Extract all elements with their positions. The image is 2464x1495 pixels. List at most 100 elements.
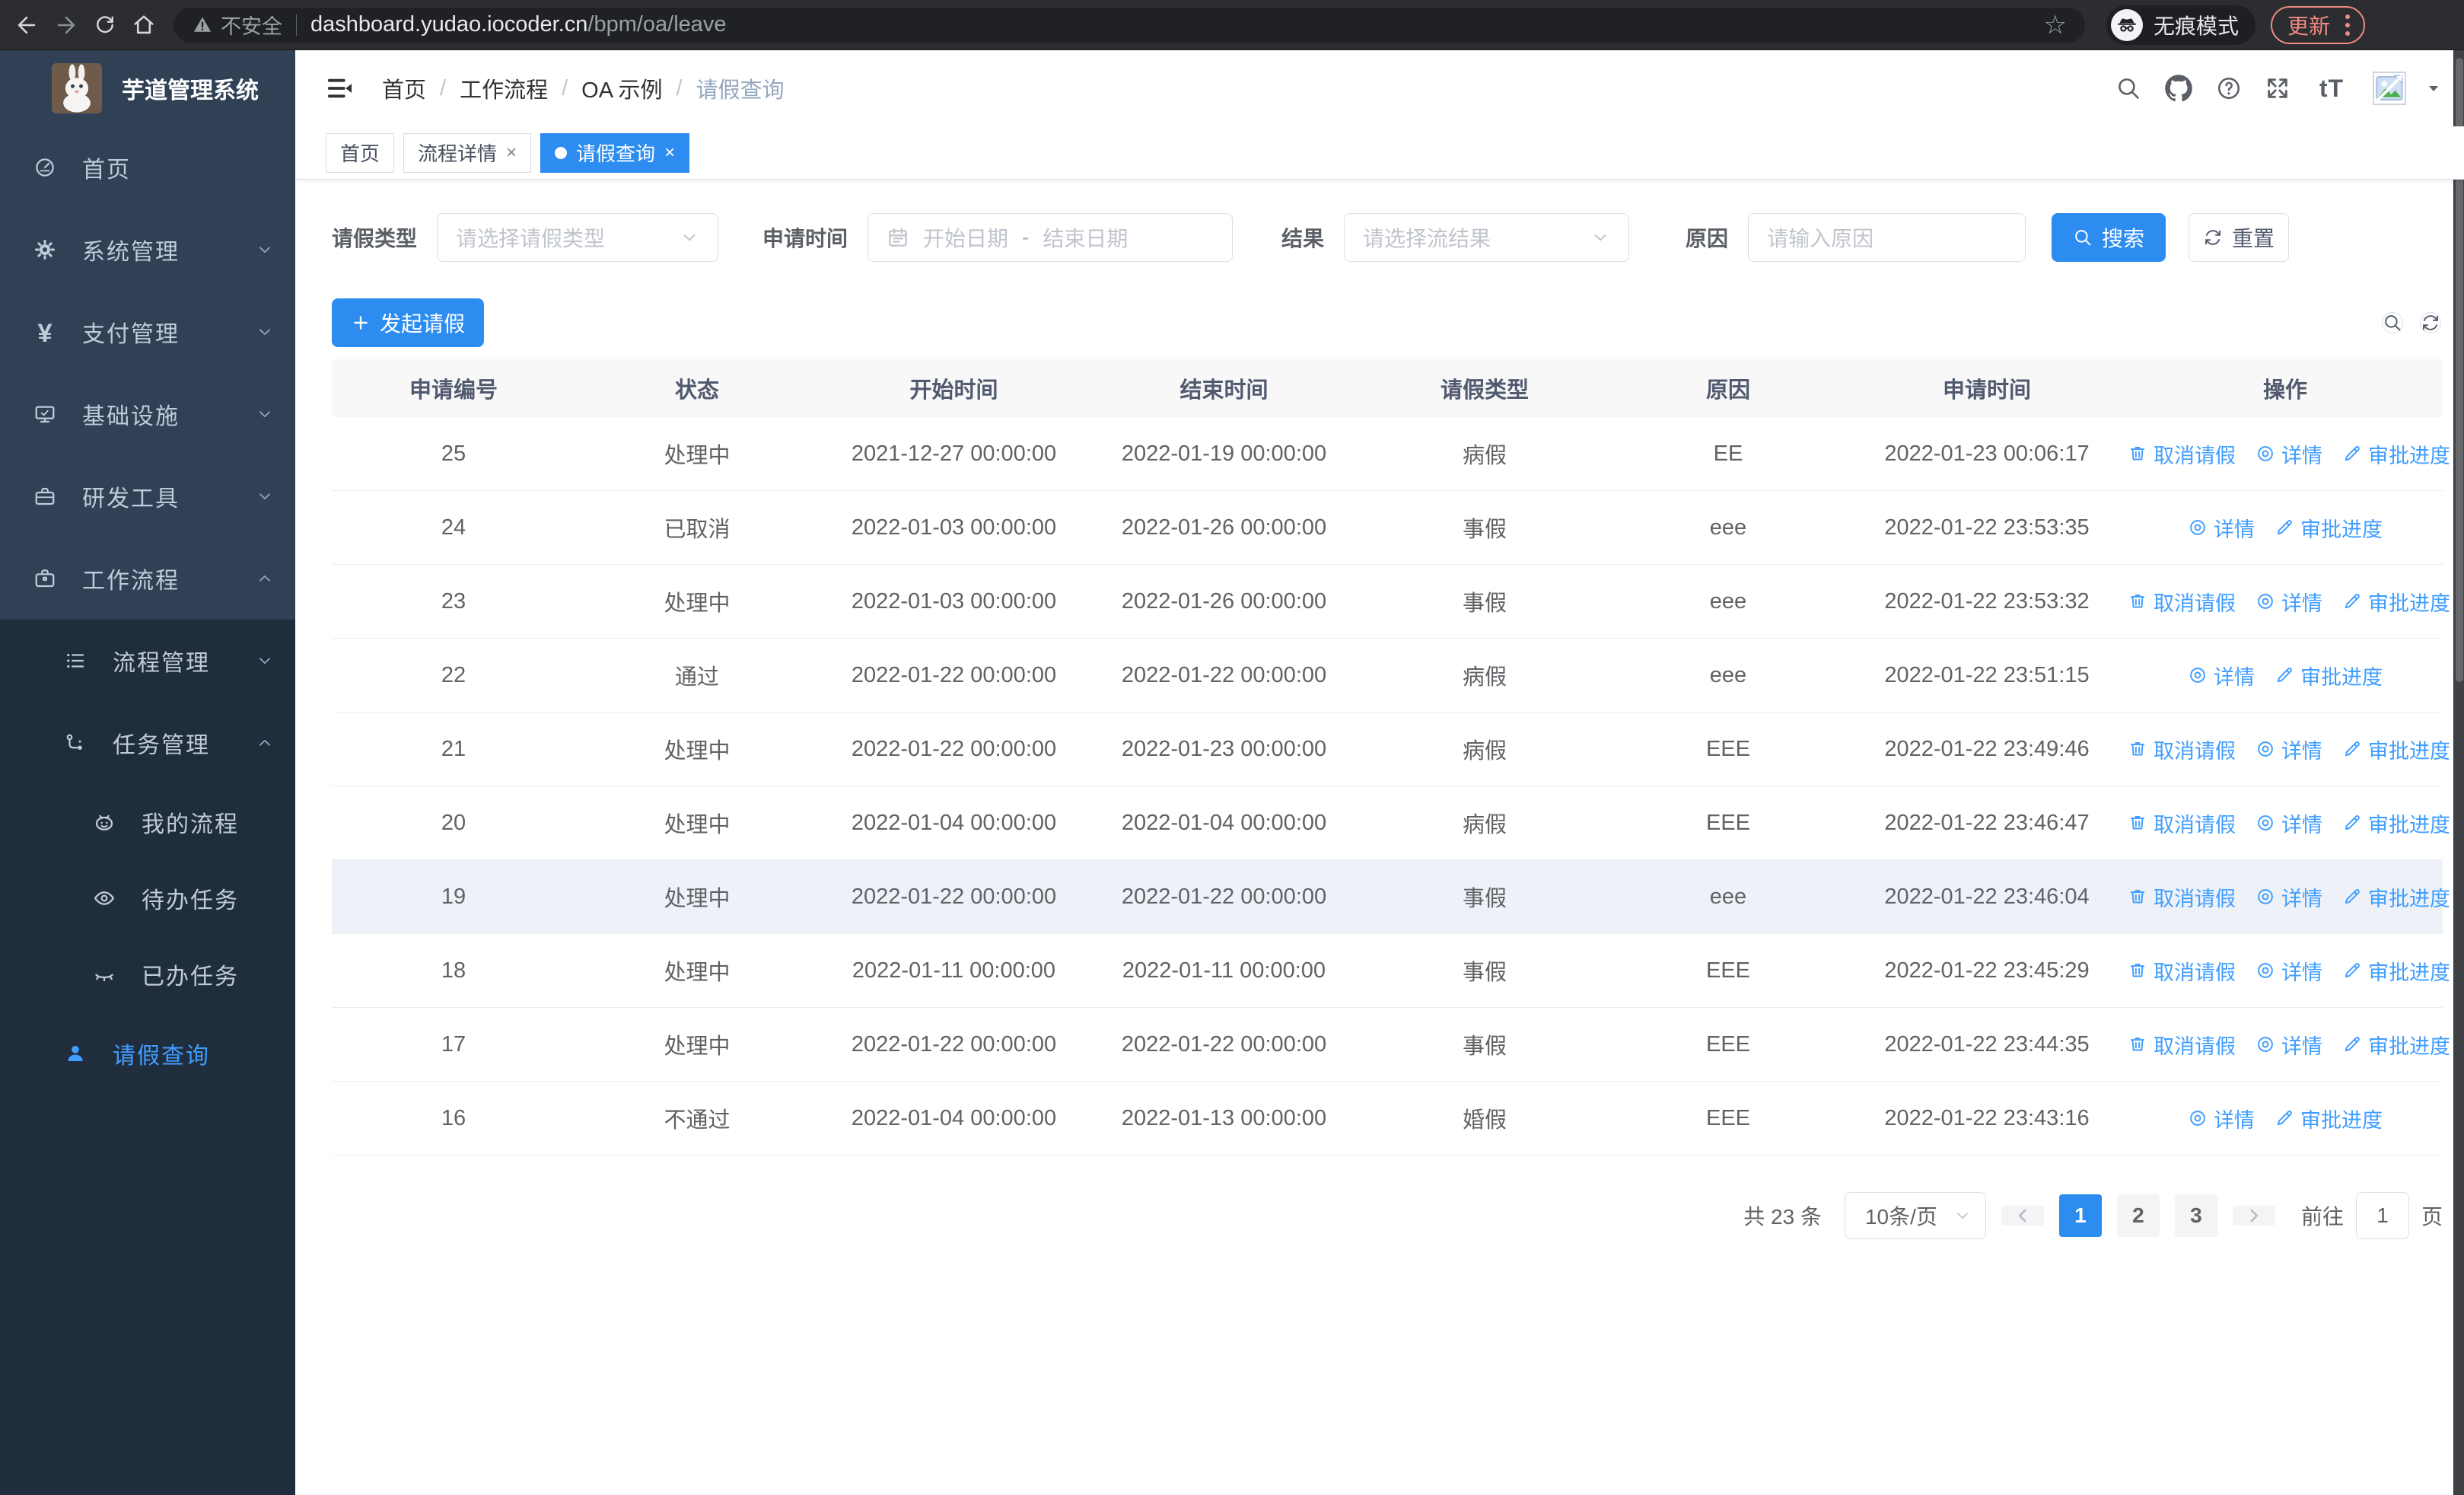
browser-update-button[interactable]: 更新	[2271, 5, 2366, 44]
sidebar-item-dashboard[interactable]: 首页	[0, 126, 295, 209]
tab-page[interactable]: 请假查询 ×	[540, 132, 690, 173]
bookmark-star-icon[interactable]: ☆	[2043, 10, 2067, 40]
cancel-action-link[interactable]: 取消请假	[2128, 1030, 2236, 1060]
progress-action-link[interactable]: 审批进度	[2342, 808, 2450, 838]
sidebar-item-eye-closed[interactable]: 已办任务	[0, 936, 295, 1012]
search-icon[interactable]	[2115, 75, 2141, 101]
back-icon[interactable]	[14, 12, 40, 38]
cell-status: 处理中	[664, 887, 731, 911]
detail-action-link[interactable]: 详情	[2255, 882, 2322, 912]
sidebar-item-tree-list[interactable]: 流程管理	[0, 620, 295, 702]
page-size-select[interactable]: 10条/页	[1844, 1192, 1986, 1239]
detail-action-link[interactable]: 详情	[2188, 661, 2255, 690]
home-icon[interactable]	[131, 12, 157, 38]
detail-action-link[interactable]: 详情	[2188, 1104, 2255, 1133]
cell-id: 17	[441, 1031, 466, 1057]
detail-action-link[interactable]: 详情	[2255, 735, 2322, 764]
cell-reason: eee	[1709, 515, 1747, 540]
github-icon[interactable]	[2164, 74, 2193, 103]
progress-action-link[interactable]: 审批进度	[2342, 882, 2450, 912]
tree-list-icon	[64, 649, 87, 672]
cell-start: 2022-01-22 00:00:00	[851, 662, 1057, 687]
progress-action-link[interactable]: 审批进度	[2342, 587, 2450, 617]
column-header: 申请时间	[1942, 378, 2031, 403]
cancel-action-link[interactable]: 取消请假	[2128, 587, 2236, 617]
view-icon	[2255, 739, 2275, 759]
leave-type-select[interactable]: 请选择请假类型	[437, 213, 719, 262]
avatar[interactable]	[2373, 72, 2406, 105]
detail-action-link[interactable]: 详情	[2255, 587, 2322, 617]
sidebar-item-user[interactable]: 请假查询	[0, 1012, 295, 1095]
sidebar-item-flow[interactable]: 任务管理	[0, 702, 295, 784]
next-page-button[interactable]	[2232, 1206, 2275, 1226]
page-button[interactable]: 1	[2058, 1194, 2102, 1237]
column-header: 结束时间	[1179, 378, 1269, 403]
close-tab-icon[interactable]: ×	[506, 142, 517, 163]
progress-action-link[interactable]: 审批进度	[2275, 513, 2383, 543]
edit-icon	[2342, 739, 2362, 759]
app-logo-row[interactable]: 芋道管理系统	[0, 50, 295, 126]
goto-page-input[interactable]	[2355, 1192, 2409, 1239]
progress-action-link[interactable]: 审批进度	[2342, 956, 2450, 986]
table-toolbar: 发起请假	[332, 298, 2464, 347]
breadcrumb-item[interactable]: OA 示例	[581, 78, 663, 103]
scrollbar-thumb[interactable]	[2456, 58, 2463, 682]
show-search-button[interactable]	[2382, 312, 2403, 333]
sidebar-item-eye[interactable]: 待办任务	[0, 860, 295, 936]
help-icon[interactable]	[2216, 75, 2242, 101]
breadcrumb-item[interactable]: 首页	[382, 78, 427, 103]
cancel-action-link[interactable]: 取消请假	[2128, 808, 2236, 838]
sidebar-item-yen[interactable]: ¥ 支付管理	[0, 291, 295, 373]
font-size-icon[interactable]: tT	[2319, 74, 2345, 102]
detail-action-link[interactable]: 详情	[2188, 513, 2255, 543]
action-label: 详情	[2281, 961, 2322, 984]
cancel-action-link[interactable]: 取消请假	[2128, 956, 2236, 986]
progress-action-link[interactable]: 审批进度	[2275, 661, 2383, 690]
address-bar[interactable]: 不安全 dashboard.yudao.iocoder.cn/bpm/oa/le…	[173, 7, 2085, 43]
eye-closed-icon	[93, 963, 116, 986]
sidebar-item-toolbox[interactable]: 研发工具	[0, 455, 295, 537]
sidebar-item-gear[interactable]: 系统管理	[0, 209, 295, 291]
progress-action-link[interactable]: 审批进度	[2342, 735, 2450, 764]
result-select[interactable]: 请选择流结果	[1344, 213, 1630, 262]
tab-home[interactable]: 首页	[326, 132, 395, 173]
forward-icon[interactable]	[53, 12, 79, 38]
view-icon	[2188, 518, 2208, 537]
detail-action-link[interactable]: 详情	[2255, 956, 2322, 986]
detail-action-link[interactable]: 详情	[2255, 439, 2322, 469]
breadcrumb-item[interactable]: 工作流程	[460, 78, 549, 103]
chevron-down-icon[interactable]	[2424, 79, 2443, 97]
progress-action-link[interactable]: 审批进度	[2342, 439, 2450, 469]
page-button[interactable]: 2	[2116, 1194, 2160, 1237]
cancel-action-link[interactable]: 取消请假	[2128, 439, 2236, 469]
face-icon	[93, 811, 116, 834]
sidebar-item-briefcase[interactable]: 工作流程	[0, 537, 295, 620]
reload-icon[interactable]	[93, 13, 117, 37]
tab-page[interactable]: 流程详情 ×	[403, 132, 532, 173]
sidebar-item-monitor[interactable]: 基础设施	[0, 373, 295, 455]
refresh-table-button[interactable]	[2420, 312, 2441, 333]
action-label: 取消请假	[2154, 887, 2236, 910]
fullscreen-icon[interactable]	[2265, 75, 2291, 101]
detail-action-link[interactable]: 详情	[2255, 1030, 2322, 1060]
cancel-action-link[interactable]: 取消请假	[2128, 735, 2236, 764]
reason-input[interactable]: 请输入原因	[1748, 213, 2026, 262]
collapse-sidebar-icon[interactable]	[326, 74, 355, 103]
prev-page-button[interactable]	[2001, 1206, 2044, 1226]
sidebar-item-face[interactable]: 我的流程	[0, 784, 295, 860]
scrollbar[interactable]	[2453, 50, 2464, 1495]
calendar-icon	[887, 226, 909, 249]
detail-action-link[interactable]: 详情	[2255, 808, 2322, 838]
create-leave-button[interactable]: 发起请假	[332, 298, 484, 347]
apply-time-range-picker[interactable]: 开始日期 - 结束日期	[867, 213, 1234, 262]
cancel-action-link[interactable]: 取消请假	[2128, 882, 2236, 912]
progress-action-link[interactable]: 审批进度	[2342, 1030, 2450, 1060]
tab-label: 请假查询	[576, 142, 656, 165]
progress-action-link[interactable]: 审批进度	[2275, 1104, 2383, 1133]
browser-menu-icon[interactable]	[2341, 11, 2354, 39]
reset-button[interactable]: 重置	[2189, 213, 2290, 262]
security-indicator[interactable]: 不安全	[192, 10, 282, 40]
search-button[interactable]: 搜索	[2052, 213, 2166, 262]
page-button[interactable]: 3	[2174, 1194, 2217, 1237]
close-tab-icon[interactable]: ×	[664, 142, 676, 163]
